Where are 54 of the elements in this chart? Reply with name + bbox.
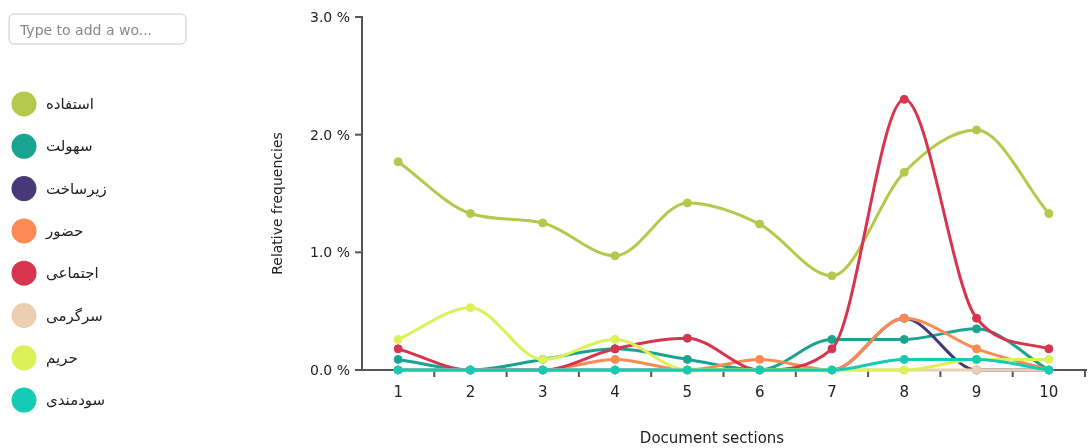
x-tick-label: 4 xyxy=(610,383,620,401)
point xyxy=(465,303,475,313)
point xyxy=(972,324,982,334)
x-tick-label: 8 xyxy=(899,383,910,401)
point xyxy=(755,354,765,364)
point xyxy=(1044,344,1054,354)
point xyxy=(1044,354,1054,364)
point xyxy=(393,334,403,344)
legend-label: سرگرمی xyxy=(46,306,103,325)
point xyxy=(972,125,982,135)
x-tick-label: 6 xyxy=(754,383,765,401)
point xyxy=(682,354,692,364)
point xyxy=(899,94,909,104)
x-tick-label: 3 xyxy=(537,383,548,401)
point xyxy=(465,209,475,218)
point xyxy=(827,334,837,344)
legend-label: زیرساخت xyxy=(46,179,107,198)
point xyxy=(899,354,909,364)
y-tick-label: 1.0 % xyxy=(309,244,350,261)
x-tick-label: 5 xyxy=(682,383,693,401)
legend-label: حضور xyxy=(45,221,84,240)
x-axis-title: Document sections xyxy=(639,429,785,447)
point xyxy=(610,334,620,344)
point xyxy=(682,333,692,343)
point xyxy=(393,344,403,354)
point xyxy=(899,167,909,177)
point xyxy=(827,344,837,354)
legend-label: استفاده xyxy=(46,95,94,113)
legend-label: سهولت xyxy=(46,137,93,156)
legend-label: اجتماعی xyxy=(46,264,99,283)
point xyxy=(393,354,403,364)
point xyxy=(972,344,982,354)
x-tick-label: 1 xyxy=(393,383,403,401)
y-tick-label: 3.0 % xyxy=(309,9,350,25)
point xyxy=(972,313,982,323)
point xyxy=(393,157,403,167)
point xyxy=(610,354,620,364)
point xyxy=(827,271,837,281)
y-tick-label: 2.0 % xyxy=(309,126,350,143)
point xyxy=(1044,209,1054,218)
point xyxy=(610,251,620,261)
point xyxy=(899,334,909,344)
legend-label: حریم xyxy=(46,348,78,367)
y-tick-label: 0.0 % xyxy=(309,362,350,378)
x-tick-label: 2 xyxy=(465,383,476,401)
point xyxy=(755,219,765,229)
input-box: Type to add a wo... xyxy=(8,13,187,45)
point xyxy=(682,198,692,208)
legend-label: سودمندی xyxy=(46,391,106,410)
x-tick-label: 10 xyxy=(1039,383,1059,401)
x-tick-label: 9 xyxy=(971,383,982,401)
y-axis-title: Relative frequencies xyxy=(269,132,285,275)
x-tick-label: 7 xyxy=(827,383,837,401)
point xyxy=(538,218,548,228)
